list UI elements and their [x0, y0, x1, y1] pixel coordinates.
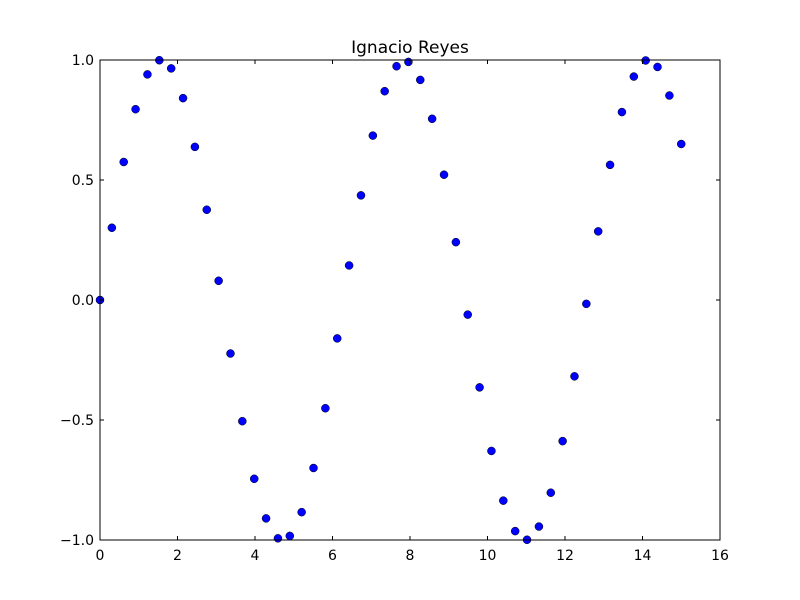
- data-point: [119, 157, 128, 167]
- data-point: [356, 191, 366, 200]
- data-point: [534, 522, 544, 531]
- data-point: [605, 160, 615, 170]
- data-points: [95, 55, 686, 545]
- data-point: [273, 534, 283, 543]
- x-tick-label: 2: [173, 548, 182, 564]
- data-point: [677, 139, 686, 149]
- data-point: [427, 114, 437, 124]
- y-tick-label: 1.0: [72, 53, 94, 69]
- data-point: [332, 334, 342, 343]
- data-point: [582, 299, 591, 309]
- data-point: [344, 261, 354, 270]
- data-point: [404, 57, 413, 67]
- data-point: [249, 474, 259, 484]
- plot-frame: [99, 59, 721, 541]
- chart-title: Ignacio Reyes: [351, 38, 469, 58]
- data-point: [558, 436, 567, 446]
- data-point: [226, 349, 235, 358]
- data-point: [439, 170, 449, 179]
- data-point: [214, 276, 223, 286]
- y-tick-label: 0.5: [72, 173, 94, 189]
- x-tick-label: 6: [328, 548, 337, 564]
- data-point: [629, 72, 639, 81]
- data-point: [368, 131, 378, 140]
- data-point: [178, 93, 188, 103]
- data-point: [309, 463, 318, 473]
- y-tick-label: −1.0: [60, 533, 94, 549]
- data-point: [190, 142, 200, 152]
- y-tick-label: −0.5: [60, 413, 94, 429]
- data-point: [570, 372, 579, 381]
- data-point: [392, 61, 401, 71]
- data-point: [416, 75, 425, 85]
- data-point: [510, 526, 520, 536]
- x-tick-label: 12: [556, 548, 574, 564]
- data-point: [380, 86, 389, 96]
- y-tick-label: 0.0: [72, 293, 94, 309]
- data-point: [261, 514, 271, 523]
- data-point: [166, 64, 176, 73]
- data-point: [593, 227, 603, 236]
- data-point: [546, 488, 556, 497]
- data-point: [665, 91, 674, 100]
- data-point: [238, 416, 247, 426]
- data-point: [321, 403, 330, 413]
- x-tick-label: 0: [96, 548, 105, 564]
- data-point: [499, 496, 508, 505]
- data-point: [451, 237, 461, 247]
- x-tick-label: 14: [634, 548, 652, 564]
- data-point: [653, 62, 662, 72]
- data-point: [202, 205, 212, 215]
- data-point: [463, 310, 472, 319]
- x-tick-label: 8: [406, 548, 415, 564]
- x-tick-label: 16: [711, 548, 729, 564]
- data-point: [285, 531, 295, 541]
- x-tick-label: 4: [251, 548, 260, 564]
- data-point: [475, 383, 484, 392]
- data-point: [297, 507, 306, 517]
- data-point: [131, 104, 140, 114]
- data-point: [487, 446, 496, 456]
- data-point: [143, 70, 152, 79]
- x-tick-label: 10: [479, 548, 497, 564]
- data-point: [107, 223, 117, 233]
- data-point: [617, 107, 627, 117]
